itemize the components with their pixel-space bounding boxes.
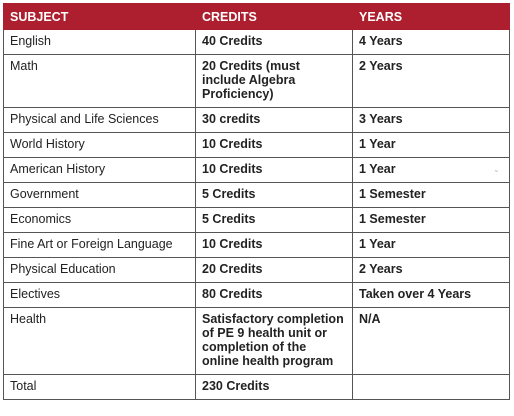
subject-cell: American History: [3, 157, 196, 183]
credits-cell: 20 Credits: [195, 257, 353, 283]
subject-cell: Electives: [3, 282, 196, 308]
subject-cell: English: [3, 29, 196, 55]
subject-cell: Fine Art or Foreign Language: [3, 232, 196, 258]
subject-cell: Physical Education: [3, 257, 196, 283]
credits-cell: 80 Credits: [195, 282, 353, 308]
subject-cell: Physical and Life Sciences: [3, 107, 196, 133]
graduation-requirements-table-container: SUBJECT CREDITS YEARS English 40 Credits…: [3, 3, 510, 400]
credits-cell: 30 credits: [195, 107, 353, 133]
years-cell: 2 Years: [352, 257, 510, 283]
years-cell: Taken over 4 Years: [352, 282, 510, 308]
table-row-total: Total 230 Credits: [3, 374, 510, 400]
credits-cell: 40 Credits: [195, 29, 353, 55]
credits-cell: 230 Credits: [195, 374, 353, 400]
years-cell: 1 Year: [352, 157, 510, 183]
years-cell: 4 Years: [352, 29, 510, 55]
credits-cell: 5 Credits: [195, 207, 353, 233]
years-cell: 1 Year: [352, 132, 510, 158]
credits-cell: 5 Credits: [195, 182, 353, 208]
header-years: YEARS: [352, 3, 510, 30]
years-cell: 3 Years: [352, 107, 510, 133]
years-cell: [352, 374, 510, 400]
credits-cell: 10 Credits: [195, 132, 353, 158]
credits-cell: 10 Credits: [195, 232, 353, 258]
table-row: World History 10 Credits 1 Year: [3, 132, 510, 158]
years-cell: N/A: [352, 307, 510, 375]
table-row: Economics 5 Credits 1 Semester: [3, 207, 510, 233]
header-subject: SUBJECT: [3, 3, 196, 30]
table-row: Health Satisfactory completion of PE 9 h…: [3, 307, 510, 375]
subject-cell: World History: [3, 132, 196, 158]
credits-cell: Satisfactory completion of PE 9 health u…: [195, 307, 353, 375]
table-row: Fine Art or Foreign Language 10 Credits …: [3, 232, 510, 258]
years-cell: 1 Year: [352, 232, 510, 258]
table-row: Physical and Life Sciences 30 credits 3 …: [3, 107, 510, 133]
years-cell: 2 Years: [352, 54, 510, 108]
table-row: Math 20 Credits (must include Algebra Pr…: [3, 54, 510, 108]
table-row: English 40 Credits 4 Years: [3, 29, 510, 55]
credits-cell: 20 Credits (must include Algebra Profici…: [195, 54, 353, 108]
graduation-requirements-table: SUBJECT CREDITS YEARS English 40 Credits…: [3, 3, 510, 400]
table-row: Electives 80 Credits Taken over 4 Years: [3, 282, 510, 308]
subject-cell: Government: [3, 182, 196, 208]
subject-cell: Economics: [3, 207, 196, 233]
table-row: American History 10 Credits 1 Year: [3, 157, 510, 183]
credits-cell: 10 Credits: [195, 157, 353, 183]
chevron-down-icon[interactable]: ⌄: [493, 165, 500, 174]
subject-cell: Health: [3, 307, 196, 375]
table-row: Physical Education 20 Credits 2 Years: [3, 257, 510, 283]
table-row: Government 5 Credits 1 Semester: [3, 182, 510, 208]
years-cell: 1 Semester: [352, 207, 510, 233]
years-cell: 1 Semester: [352, 182, 510, 208]
table-header-row: SUBJECT CREDITS YEARS: [3, 3, 510, 30]
subject-cell: Total: [3, 374, 196, 400]
subject-cell: Math: [3, 54, 196, 108]
header-credits: CREDITS: [195, 3, 353, 30]
